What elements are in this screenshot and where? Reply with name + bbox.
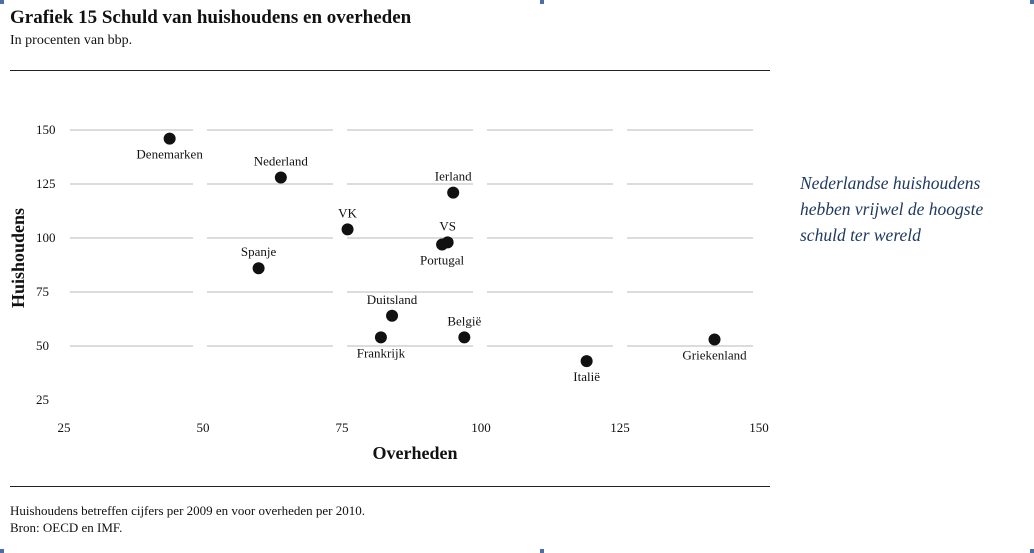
x-tick-label: 125 <box>610 420 630 435</box>
frame-marker <box>1030 0 1034 4</box>
side-note: Nederlandse huishoudens hebben vrijwel d… <box>800 170 1020 248</box>
x-tick-label: 100 <box>471 420 491 435</box>
x-tick-label: 75 <box>336 420 349 435</box>
data-point <box>436 238 449 251</box>
data-point <box>447 186 460 199</box>
data-point <box>252 262 265 275</box>
side-note-line: hebben vrijwel de hoogste <box>800 199 984 219</box>
data-label: België <box>447 313 481 328</box>
frame-marker <box>0 0 4 4</box>
y-tick-label: 125 <box>36 176 56 191</box>
data-label: Spanje <box>241 244 277 259</box>
y-tick-label: 50 <box>36 338 49 353</box>
footnote: Huishoudens betreffen cijfers per 2009 e… <box>10 502 365 536</box>
y-tick-label: 75 <box>36 284 49 299</box>
data-point <box>274 171 287 184</box>
data-label: Italië <box>573 369 600 384</box>
y-tick-label: 25 <box>36 392 49 407</box>
x-tick-label: 50 <box>197 420 210 435</box>
data-point <box>163 132 176 145</box>
y-tick-label: 100 <box>36 230 56 245</box>
bottom-rule <box>10 486 770 487</box>
frame-marker <box>1030 549 1034 553</box>
data-point <box>580 355 593 368</box>
x-axis-title: Overheden <box>373 443 458 463</box>
x-tick-label: 150 <box>749 420 769 435</box>
data-point <box>386 309 399 322</box>
frame-marker <box>540 549 544 553</box>
data-label: Denemarken <box>136 147 203 162</box>
frame-marker <box>540 0 544 4</box>
chart-title: Grafiek 15 Schuld van huishoudens en ove… <box>10 7 412 28</box>
data-label: VS <box>439 218 456 233</box>
chart-subtitle: In procenten van bbp. <box>10 33 133 48</box>
top-rule <box>10 70 770 71</box>
y-axis-title: Huishoudens <box>8 208 28 308</box>
x-tick-label: 25 <box>58 420 71 435</box>
data-label: Portugal <box>420 252 464 267</box>
title-block: Grafiek 15 Schuld van huishoudens en ove… <box>10 7 411 49</box>
data-label: Duitsland <box>367 292 418 307</box>
data-label: VK <box>338 205 357 220</box>
data-point <box>341 223 354 236</box>
y-tick-label: 150 <box>36 122 56 137</box>
side-note-line: Nederlandse huishoudens <box>800 173 981 193</box>
data-label: Ierland <box>435 169 472 184</box>
source-text: Bron: OECD en IMF. <box>10 520 123 535</box>
data-point <box>374 331 387 344</box>
frame-marker <box>0 549 4 553</box>
data-point <box>458 331 471 344</box>
side-note-line: schuld ter wereld <box>800 225 921 245</box>
data-label: Nederland <box>254 154 309 169</box>
footnote-text: Huishoudens betreffen cijfers per 2009 e… <box>10 503 365 518</box>
data-point <box>708 333 721 346</box>
data-label: Griekenland <box>682 348 747 363</box>
data-label: Frankrijk <box>357 345 406 360</box>
